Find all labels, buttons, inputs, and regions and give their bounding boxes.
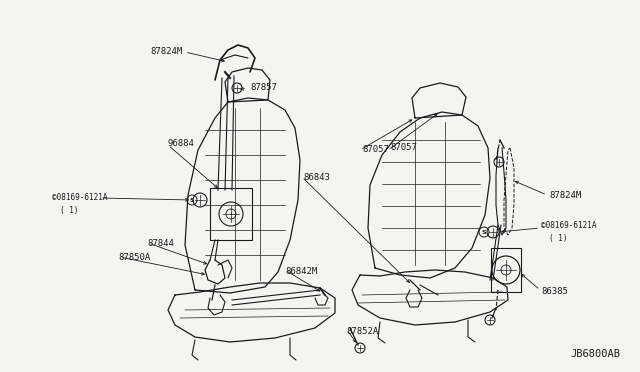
Text: 87844: 87844 (147, 238, 174, 247)
Text: 87057: 87057 (390, 144, 417, 153)
Text: S: S (189, 198, 195, 202)
Text: ©08169-6121A: ©08169-6121A (52, 192, 108, 202)
Text: 86385: 86385 (541, 286, 568, 295)
Text: 87824M: 87824M (151, 48, 183, 57)
Text: JB6800AB: JB6800AB (570, 349, 620, 359)
Text: 86842M: 86842M (285, 266, 317, 276)
Bar (491, 248, 521, 292)
Text: 96884: 96884 (168, 138, 195, 148)
Text: 86843: 86843 (303, 173, 330, 183)
Text: ( 1): ( 1) (549, 234, 568, 244)
Bar (210, 188, 252, 240)
Text: ©08169-6121A: ©08169-6121A (541, 221, 596, 231)
Text: S: S (482, 230, 486, 234)
Text: 87824M: 87824M (549, 190, 581, 199)
Text: 87857: 87857 (250, 83, 277, 93)
Text: 87850A: 87850A (118, 253, 150, 262)
Text: ( 1): ( 1) (60, 205, 79, 215)
Text: 87852A: 87852A (346, 327, 378, 337)
Text: 87057: 87057 (362, 145, 389, 154)
